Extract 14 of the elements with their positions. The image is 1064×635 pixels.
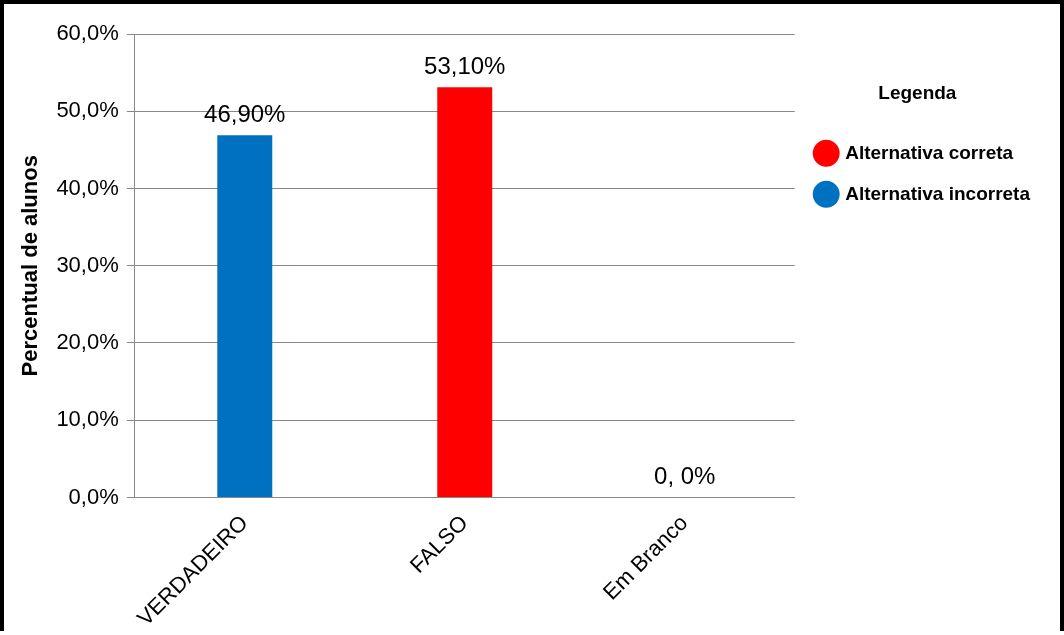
legend-title: Legenda [878, 81, 957, 103]
data-label: 0, 0% [654, 462, 716, 490]
y-tick-label: 0,0% [68, 483, 119, 509]
y-axis-title: Percentual de alunos [17, 155, 43, 377]
data-label: 53,10% [424, 51, 506, 79]
y-tick-label: 50,0% [56, 97, 119, 123]
y-tick-label: 10,0% [56, 406, 119, 432]
y-tick-label: 30,0% [56, 251, 119, 277]
y-tick-label: 60,0% [56, 20, 119, 46]
data-label: 46,90% [204, 99, 286, 127]
y-tick-label: 20,0% [56, 329, 119, 355]
y-tick-label: 40,0% [56, 174, 119, 200]
legend-label: Alternativa incorreta [845, 182, 1031, 204]
legend-label: Alternativa correta [845, 141, 1014, 163]
